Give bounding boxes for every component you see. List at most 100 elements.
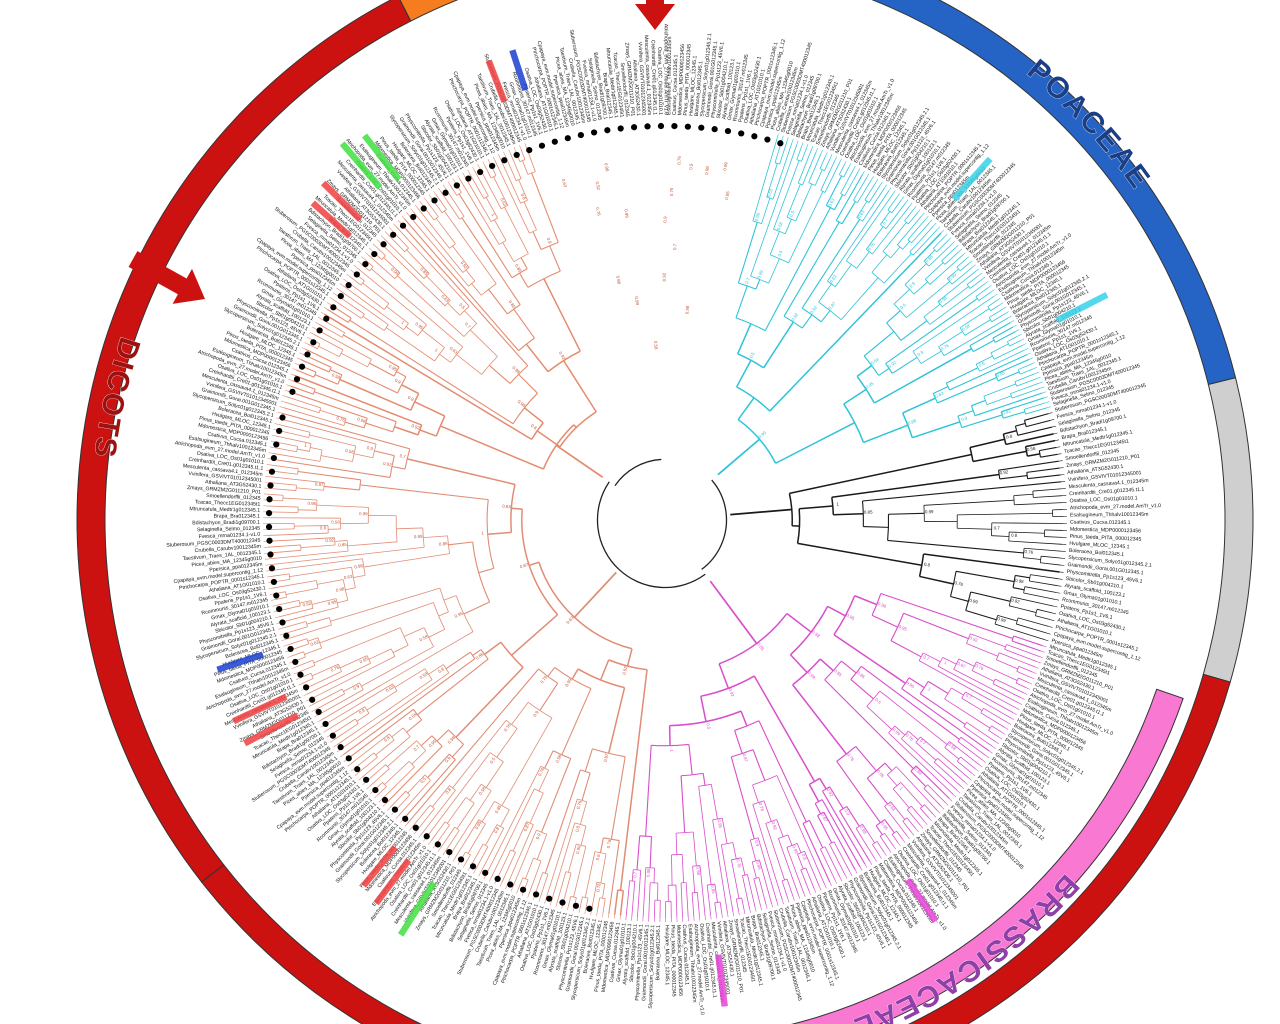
- branch-support-value: 0.87: [315, 482, 325, 488]
- branch-radial: [529, 792, 544, 824]
- branch-support-value: 0.9: [532, 709, 540, 717]
- support-node-dot: [577, 131, 584, 139]
- support-node-dot: [283, 632, 290, 639]
- branch-support-value: 0.63: [449, 346, 459, 356]
- branch-radial: [808, 153, 822, 183]
- branch-radial: [356, 713, 370, 722]
- branch-radial: [478, 567, 494, 574]
- branch-support-value: 0.85: [724, 190, 731, 200]
- branch-radial: [636, 180, 638, 204]
- branch-radial: [998, 460, 1059, 471]
- branch-support-value: 0.63: [440, 294, 450, 304]
- branch-radial: [820, 159, 836, 191]
- branch-radial: [374, 450, 395, 457]
- tip-branch: [384, 231, 389, 235]
- branch-radial: [502, 242, 515, 262]
- tip-branch: [879, 855, 882, 859]
- branch-arc: [542, 173, 547, 175]
- branch-radial: [679, 165, 680, 197]
- branch-radial: [884, 832, 894, 847]
- branch-radial: [823, 811, 856, 870]
- branch-radial: [758, 877, 767, 906]
- tip-label: Selaginella_Selmo_012345: [197, 526, 260, 534]
- branch-arc: [866, 690, 881, 707]
- branch-support-value: 0.92: [809, 304, 818, 314]
- branch-support-value: 0.92: [826, 787, 835, 797]
- branch-radial: [627, 124, 632, 181]
- branch-arc: [872, 841, 878, 845]
- support-node-dot: [270, 454, 277, 462]
- branch-radial: [407, 774, 426, 794]
- branch-radial: [398, 779, 431, 816]
- branch-radial: [353, 752, 375, 769]
- branch-support-value: 0.8: [320, 525, 327, 530]
- branch-support-value: 0.87: [827, 300, 837, 310]
- branch-arc: [1017, 369, 1021, 375]
- branch-arc: [735, 317, 766, 332]
- tip-branch: [902, 839, 906, 843]
- branch-radial: [789, 453, 972, 495]
- branch-support-value: 0.63: [343, 574, 353, 581]
- branch-radial: [573, 133, 593, 218]
- tip-branch: [996, 298, 1001, 301]
- branch-arc: [433, 602, 446, 630]
- branch-arc: [571, 167, 576, 168]
- branch-radial: [272, 452, 320, 462]
- tip-branch: [353, 265, 358, 269]
- branch-radial: [539, 873, 549, 899]
- branch-radial: [752, 804, 783, 901]
- branch-radial: [804, 851, 820, 887]
- branch-radial: [544, 769, 581, 874]
- tip-label: Creinhardtii_Cre01.g012345.t1.1: [1069, 487, 1145, 498]
- branch-support-value: 0.98: [603, 163, 609, 173]
- tip-branch: [271, 434, 277, 437]
- branch-radial: [571, 668, 579, 680]
- branch-arc: [1023, 586, 1026, 594]
- branch-radial: [824, 679, 914, 769]
- branch-radial: [512, 829, 537, 888]
- tip-branch: [280, 400, 285, 403]
- branch-radial: [751, 861, 757, 879]
- branch-radial: [381, 766, 415, 800]
- branch-arc: [747, 149, 752, 150]
- branch-radial: [333, 299, 362, 319]
- branch-support-value: 0.9: [960, 415, 968, 422]
- support-node-dot: [267, 482, 274, 489]
- branch-radial: [752, 749, 766, 781]
- tip-branch: [588, 125, 589, 129]
- branch-radial: [361, 736, 411, 779]
- branch-radial: [779, 141, 788, 165]
- branch-radial: [285, 587, 318, 595]
- branch-radial: [957, 512, 1053, 516]
- support-node-dot: [298, 363, 306, 370]
- tip-branch: [786, 137, 789, 142]
- tip-label: Zmays_GRMZM2G011210_P01: [187, 485, 261, 496]
- branch-support-value: 0.95: [454, 610, 464, 618]
- branch-radial: [951, 687, 964, 696]
- tip-branch: [754, 907, 757, 912]
- branch-arc: [907, 239, 912, 244]
- branch-radial: [339, 290, 389, 325]
- highlight-blue-upper: [509, 49, 529, 92]
- branch-support-value: 0.85: [996, 370, 1006, 378]
- branch-radial: [282, 497, 318, 501]
- branch-radial: [286, 396, 321, 409]
- branch-radial: [312, 688, 343, 706]
- branch-support-value: 0.92: [383, 461, 393, 468]
- branch-radial: [307, 637, 319, 642]
- tip-branch: [277, 411, 282, 414]
- branch-arc: [309, 443, 312, 452]
- branch-radial: [893, 289, 910, 305]
- tip-label: Csativus_Cucsa.012345.1: [672, 54, 680, 115]
- branch-support-value: 0.63: [934, 391, 944, 399]
- highlight-red-lower-left-2: [243, 712, 300, 747]
- tip-branch: [999, 302, 1004, 306]
- branch-radial: [975, 287, 989, 297]
- branch-radial: [820, 310, 831, 323]
- branch-arc: [919, 681, 929, 695]
- support-node-dot: [538, 142, 546, 149]
- branch-radial: [786, 878, 794, 897]
- branch-support-value: 0.76: [606, 839, 612, 849]
- tip-branch: [428, 194, 432, 199]
